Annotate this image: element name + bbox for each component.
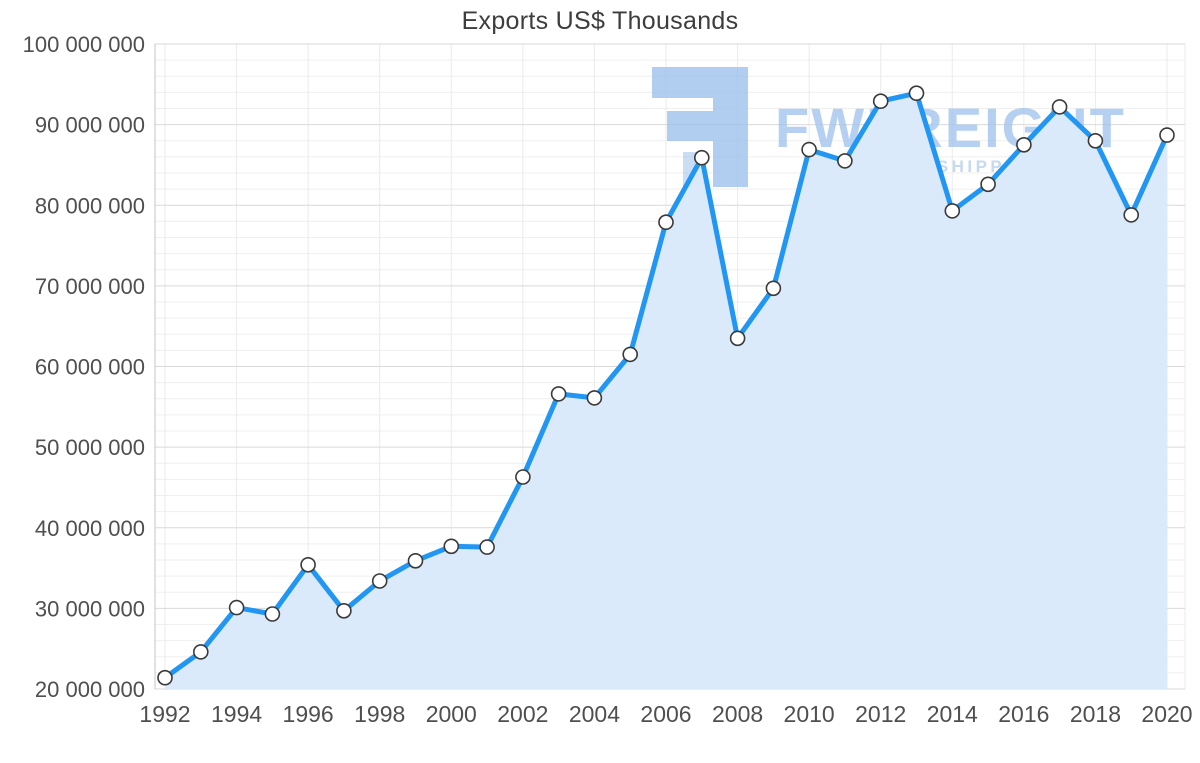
data-point-2011[interactable] (837, 153, 853, 169)
x-tick-label: 2010 (784, 701, 835, 727)
x-tick-label: 2012 (855, 701, 906, 727)
data-point-2008[interactable] (729, 330, 746, 347)
data-point-1998[interactable] (371, 573, 388, 589)
x-tick-label: 2008 (712, 701, 763, 727)
axis-labels-layer: 20 000 000 30 000 000 40 000 000 50 000 000… (23, 32, 1193, 727)
x-tick-label: 2018 (1070, 701, 1121, 727)
x-tick-label: 1992 (139, 701, 190, 727)
data-point-2019[interactable] (1123, 207, 1139, 223)
data-point-1992[interactable] (157, 669, 173, 686)
data-point-2010[interactable] (801, 141, 817, 158)
data-point-2001[interactable] (479, 539, 495, 555)
chart-title: Exports US$ Thousands (461, 7, 739, 35)
data-point-1994[interactable] (228, 599, 245, 616)
y-tick-label: 30 000 000 (35, 596, 145, 621)
x-tick-label: 2014 (927, 701, 978, 727)
y-tick-label: 70 000 000 (35, 274, 145, 299)
data-point-1996[interactable] (300, 556, 316, 573)
data-point-1997[interactable] (336, 602, 352, 619)
data-point-2003[interactable] (550, 386, 567, 402)
y-tick-label: 50 000 000 (35, 435, 145, 460)
data-point-2002[interactable] (515, 469, 531, 485)
data-point-2005[interactable] (622, 346, 639, 363)
series-area-fill (165, 93, 1167, 689)
x-tick-label: 1998 (354, 701, 405, 727)
x-tick-label: 2000 (426, 701, 477, 727)
y-tick-label: 100 000 000 (23, 32, 145, 57)
data-point-2006[interactable] (658, 214, 674, 230)
x-tick-label: 1994 (211, 701, 262, 727)
y-tick-label: 90 000 000 (35, 113, 145, 138)
data-point-2016[interactable] (1016, 137, 1032, 153)
data-point-2007[interactable] (693, 149, 710, 166)
data-point-2014[interactable] (944, 203, 961, 219)
data-point-1999[interactable] (407, 552, 424, 569)
x-tick-label: 2006 (640, 701, 691, 727)
x-tick-label: 2016 (998, 701, 1049, 727)
y-tick-label: 80 000 000 (35, 193, 145, 218)
data-point-2018[interactable] (1087, 133, 1104, 149)
data-point-2015[interactable] (980, 176, 996, 193)
y-tick-label: 20 000 000 (35, 677, 145, 702)
data-point-1993[interactable] (193, 644, 209, 660)
logo-bar-spine (713, 67, 748, 187)
data-point-2004[interactable] (586, 390, 603, 406)
x-tick-label: 2002 (497, 701, 548, 727)
data-point-2000[interactable] (443, 538, 460, 555)
data-point-2017[interactable] (1051, 99, 1068, 115)
data-point-2009[interactable] (765, 280, 782, 297)
y-tick-label: 60 000 000 (35, 355, 145, 380)
x-tick-label: 2020 (1141, 701, 1192, 727)
data-point-2020[interactable] (1159, 127, 1175, 143)
y-tick-label: 40 000 000 (35, 516, 145, 541)
x-tick-label: 2004 (569, 701, 620, 727)
data-point-2012[interactable] (872, 93, 889, 109)
x-tick-label: 1996 (283, 701, 334, 727)
data-point-2013[interactable] (908, 85, 925, 101)
series-layer (157, 85, 1175, 689)
data-point-1995[interactable] (264, 606, 281, 622)
